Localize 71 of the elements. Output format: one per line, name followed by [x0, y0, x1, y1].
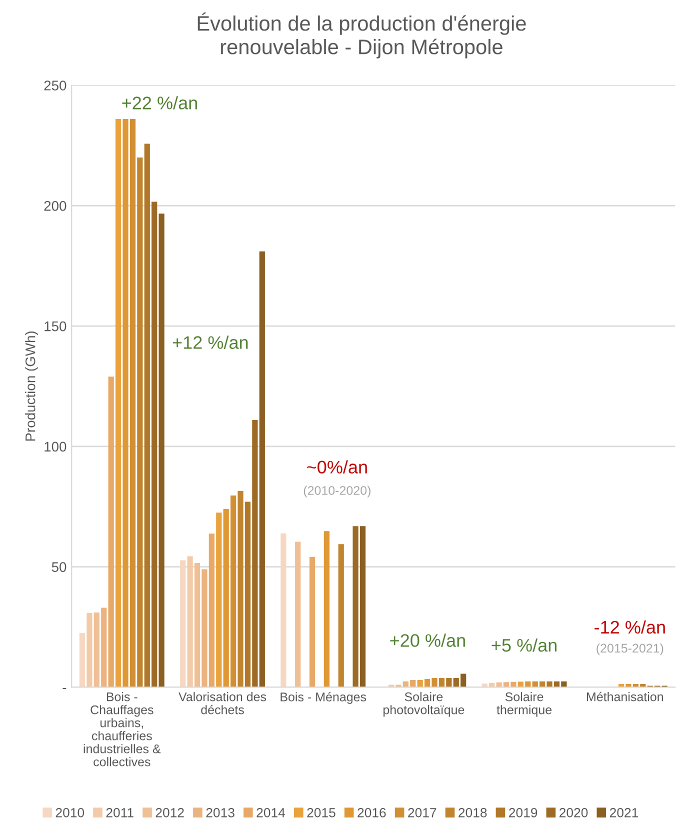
bar: [202, 569, 208, 688]
legend-label: 2021: [610, 808, 638, 818]
bar: [108, 376, 114, 688]
bar: [79, 633, 86, 688]
annotation: ~0%/an: [307, 460, 367, 474]
bar: [238, 490, 244, 688]
legend-label: 2013: [206, 808, 234, 818]
bar: [158, 214, 164, 688]
bar: [244, 502, 251, 688]
bar: [446, 678, 452, 688]
bar: [230, 496, 236, 688]
bar: [137, 158, 143, 688]
bar: [94, 612, 100, 688]
y-tick-label: -: [62, 688, 66, 690]
legend-label: 2010: [56, 808, 84, 818]
annotation: (2010-2020): [304, 486, 370, 498]
legend-label: 2018: [458, 808, 487, 818]
bar: [187, 556, 193, 688]
bar: [216, 512, 222, 688]
bar: [280, 533, 286, 688]
y-tick-label: 150: [44, 321, 66, 332]
bar: [180, 560, 186, 688]
bar: [208, 534, 214, 688]
x-tick-label: Méthanisation: [587, 692, 663, 702]
legend-label: 2011: [106, 808, 134, 818]
bar: [338, 544, 344, 688]
bar: [309, 556, 316, 688]
bar: [546, 681, 552, 688]
annotation: +20 %/an: [390, 634, 465, 647]
y-tick-label: 200: [44, 200, 66, 211]
annotation: +5 %/an: [492, 638, 556, 652]
legend-label: 2015: [307, 808, 336, 818]
bar: [259, 251, 265, 688]
bar: [360, 526, 366, 688]
annotation: +12 %/an: [172, 336, 248, 349]
bar: [144, 144, 150, 688]
x-tick-label: Solaire photovoltaïque: [383, 692, 464, 717]
legend-label: 2017: [408, 808, 436, 818]
bar: [295, 542, 301, 688]
chart-title: Évolution de la production d'énergie renouvelable - Dijon Métropole: [198, 12, 526, 58]
y-tick-label: 50: [52, 562, 66, 572]
bar: [101, 608, 107, 688]
legend-label: 2012: [156, 808, 184, 818]
x-tick-label: Bois - Chauffages urbains, chaufferies industrielles & collectives: [84, 692, 161, 766]
legend-label: 2019: [509, 808, 538, 818]
legend-label: 2014: [256, 808, 286, 818]
bar: [223, 509, 229, 688]
x-tick-label: Solaire thermique: [496, 692, 552, 717]
annotation: +22 %/an: [122, 96, 197, 110]
bar: [130, 118, 136, 688]
bar: [460, 674, 466, 688]
bar: [453, 678, 459, 688]
y-axis-title: Production (GWh): [25, 332, 38, 441]
legend-label: 2016: [358, 808, 386, 818]
y-tick-label: 100: [44, 442, 66, 452]
legend-label: 2020: [560, 808, 588, 818]
bar: [152, 202, 158, 688]
y-tick-label: 250: [44, 80, 66, 90]
annotation: (2015-2021): [596, 643, 664, 656]
bar: [510, 682, 516, 688]
bar: [86, 613, 92, 688]
bar: [252, 420, 258, 688]
bar: [324, 531, 330, 688]
annotation: -12 %/an: [594, 620, 665, 634]
bar: [194, 562, 200, 688]
x-tick-label: Valorisation des déchets: [178, 692, 266, 714]
x-tick-label: Bois - Ménages: [280, 692, 366, 704]
bar: [352, 526, 358, 688]
bar: [561, 681, 567, 688]
bar: [432, 678, 438, 688]
bar: [438, 678, 445, 688]
